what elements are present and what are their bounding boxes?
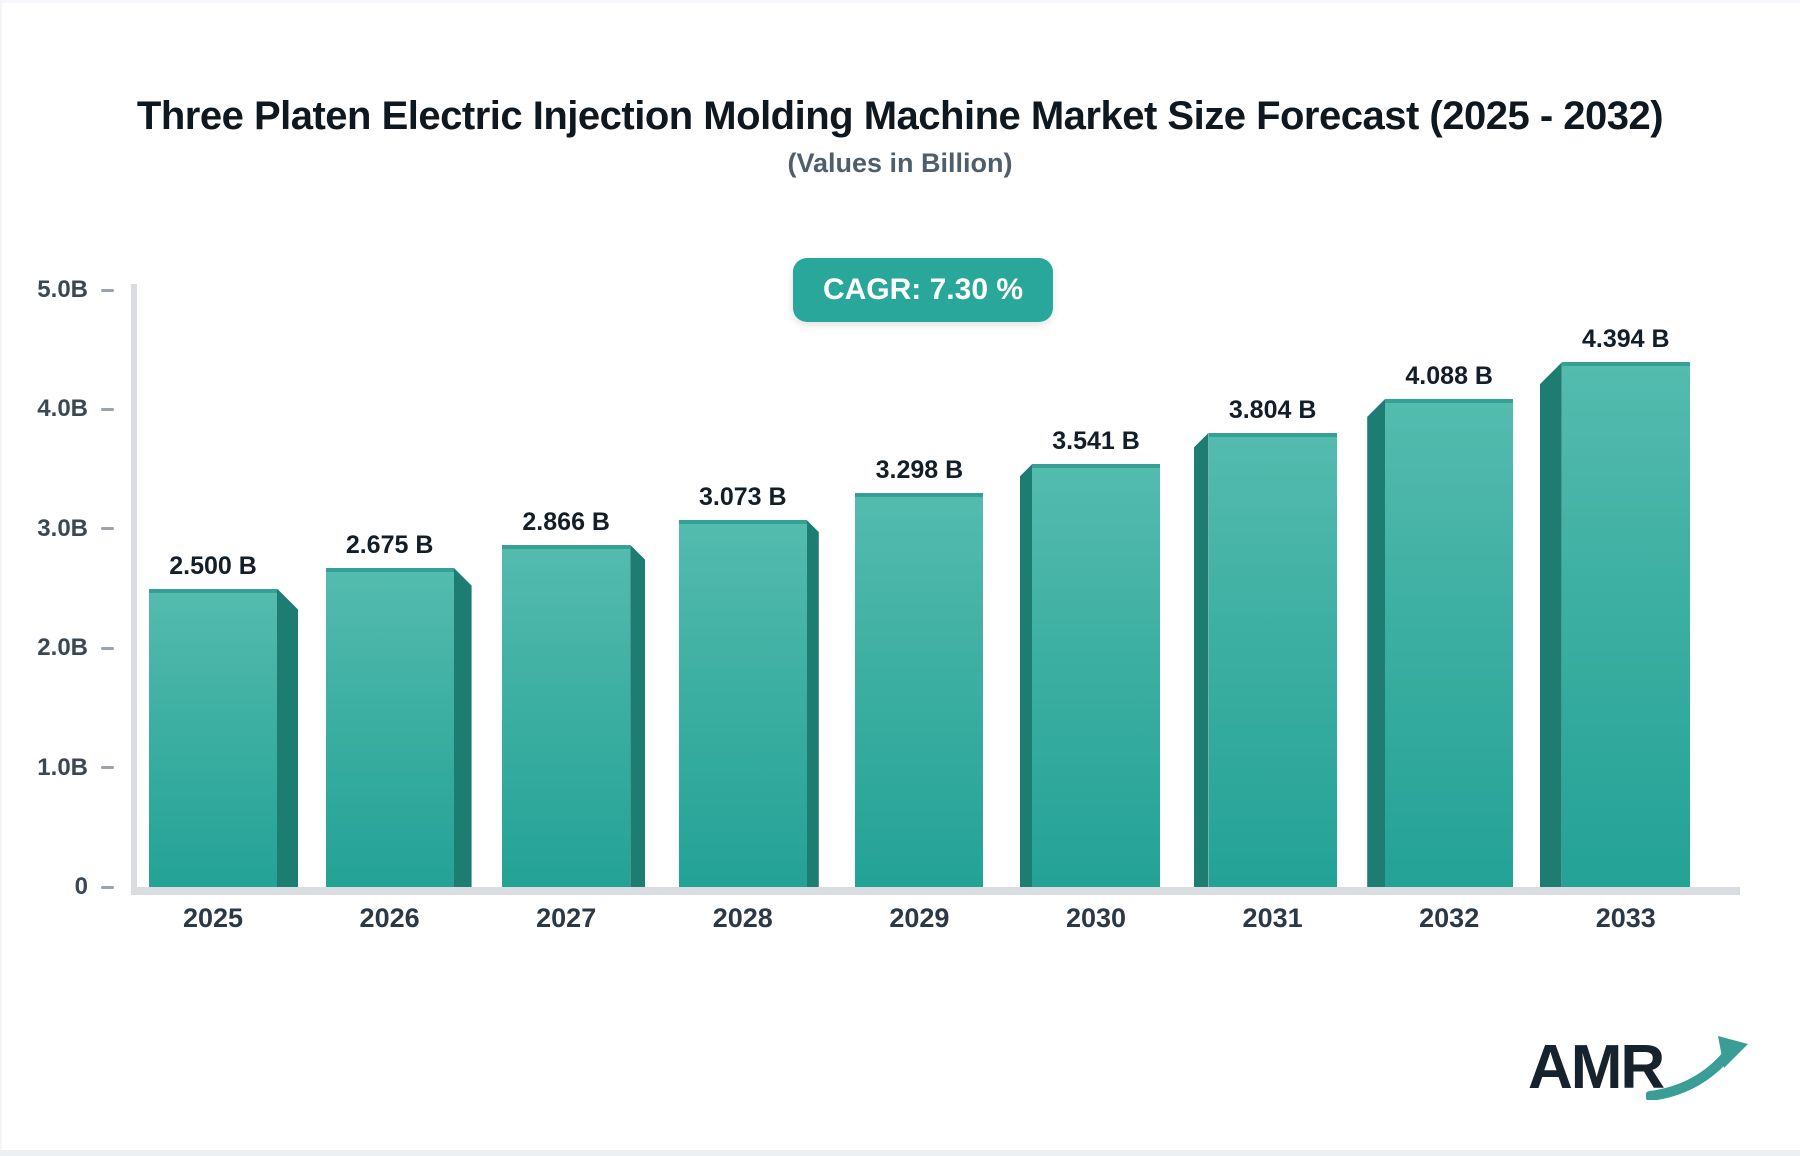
bar-value-label: 2.675 B [345, 530, 434, 559]
amr-logo: AMR [1528, 1032, 1748, 1116]
bar-value-label: 4.088 B [1405, 361, 1493, 390]
card-left-edge [0, 0, 2, 1156]
growth-arrow-icon [1646, 1036, 1748, 1100]
bar-face [678, 520, 807, 887]
x-axis-line [131, 887, 1740, 895]
x-tick-label: 2031 [1242, 903, 1303, 933]
bar-value-label: 2.500 B [169, 551, 257, 580]
card-bottom-edge [0, 1150, 1800, 1156]
y-axis-line [131, 284, 137, 895]
bar-face [325, 567, 454, 887]
x-tick-label: 2029 [889, 903, 950, 933]
bar-side [1367, 398, 1386, 887]
y-tick-dash [101, 885, 114, 889]
bar-value-label: 2.866 B [522, 507, 610, 536]
amr-logo-text: AMR [1528, 1033, 1665, 1102]
bar-side [1539, 362, 1562, 887]
bar-side [277, 588, 298, 887]
bar-value-label: 4.394 B [1582, 325, 1670, 354]
x-tick-label: 2026 [359, 903, 420, 933]
y-tick-label: 0 [74, 873, 88, 900]
chart-subtitle: (Values in Billion) [787, 148, 1013, 178]
bar-value-label: 3.541 B [1052, 427, 1140, 456]
y-tick-label: 5.0B [37, 276, 88, 303]
x-tick-label: 2033 [1595, 903, 1656, 933]
y-tick-dash [101, 527, 114, 531]
y-tick-label: 1.0B [37, 753, 88, 781]
bar-face [1385, 398, 1514, 887]
x-tick-label: 2025 [182, 903, 244, 933]
cagr-badge: CAGR: 7.30 % [792, 258, 1054, 322]
bar-face [855, 493, 984, 887]
bar-face [1032, 464, 1160, 887]
card-top-edge [0, 0, 1800, 3]
bar-face [1561, 362, 1690, 887]
x-tick-label: 2032 [1419, 903, 1480, 933]
bar-face [502, 544, 631, 887]
y-tick-dash [101, 407, 114, 411]
bar-side [453, 567, 472, 887]
y-tick-label: 4.0B [37, 395, 88, 423]
x-tick-label: 2030 [1065, 903, 1127, 933]
bar-side [630, 544, 646, 887]
bar-value-label: 3.073 B [699, 483, 787, 512]
y-tick-dash [101, 766, 114, 770]
x-tick-label: 2028 [712, 903, 773, 933]
bar-face [1208, 432, 1337, 887]
y-tick-label: 3.0B [37, 514, 88, 542]
bar-side [806, 520, 819, 887]
x-tick-label: 2027 [536, 903, 597, 933]
page-title: Three Platen Electric Injection Molding … [136, 94, 1664, 138]
bar-value-label: 3.804 B [1228, 395, 1317, 424]
bar-value-label: 3.298 B [875, 456, 964, 485]
bar-face [149, 588, 277, 887]
y-tick-dash [101, 646, 114, 650]
bar-side [1020, 464, 1032, 887]
bar-side [1193, 432, 1209, 887]
y-tick-dash [101, 288, 114, 292]
y-tick-label: 2.0B [37, 634, 88, 662]
